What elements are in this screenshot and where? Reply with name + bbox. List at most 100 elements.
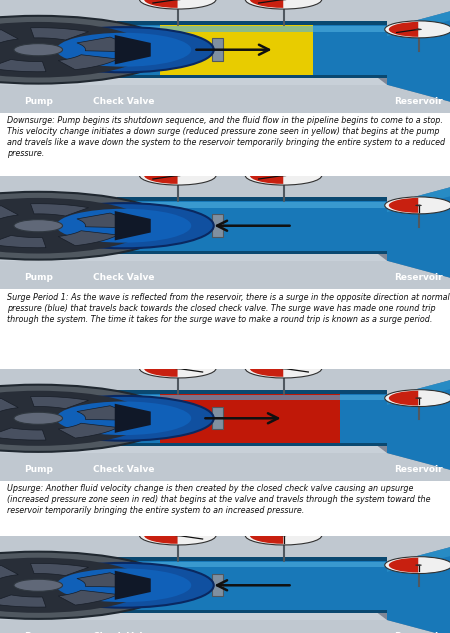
Polygon shape	[77, 37, 126, 52]
Circle shape	[0, 391, 149, 446]
Circle shape	[14, 44, 63, 56]
Polygon shape	[387, 187, 450, 212]
Polygon shape	[387, 187, 450, 278]
Circle shape	[56, 401, 191, 435]
Circle shape	[415, 28, 422, 30]
Polygon shape	[387, 380, 450, 470]
Wedge shape	[250, 527, 284, 544]
Text: Pump: Pump	[24, 97, 53, 106]
Text: Pump: Pump	[24, 465, 53, 474]
Circle shape	[14, 579, 63, 591]
Wedge shape	[178, 527, 211, 544]
FancyBboxPatch shape	[0, 564, 450, 620]
Polygon shape	[77, 213, 126, 228]
FancyBboxPatch shape	[117, 391, 387, 446]
Text: Upsurge: Another fluid velocity change is then created by the closed check valve: Upsurge: Another fluid velocity change i…	[7, 484, 430, 515]
Text: Check Valve: Check Valve	[93, 273, 154, 282]
Polygon shape	[0, 565, 18, 580]
Polygon shape	[58, 54, 118, 70]
Circle shape	[140, 166, 216, 185]
FancyBboxPatch shape	[25, 407, 36, 429]
Circle shape	[174, 368, 181, 370]
Circle shape	[245, 526, 322, 545]
Polygon shape	[58, 423, 118, 438]
FancyBboxPatch shape	[169, 407, 187, 429]
Text: Check Valve: Check Valve	[93, 97, 154, 106]
Circle shape	[245, 0, 322, 9]
Circle shape	[385, 390, 450, 406]
Circle shape	[0, 198, 149, 254]
FancyBboxPatch shape	[117, 557, 387, 613]
Circle shape	[34, 27, 214, 72]
FancyBboxPatch shape	[117, 395, 387, 400]
FancyBboxPatch shape	[117, 394, 387, 443]
FancyBboxPatch shape	[117, 22, 387, 78]
Circle shape	[140, 359, 216, 378]
Wedge shape	[178, 167, 211, 184]
Polygon shape	[0, 60, 46, 72]
Circle shape	[415, 398, 422, 399]
FancyBboxPatch shape	[212, 574, 223, 596]
Wedge shape	[284, 360, 317, 377]
Circle shape	[0, 385, 173, 452]
Wedge shape	[389, 198, 419, 213]
Text: Pump: Pump	[24, 273, 53, 282]
Circle shape	[56, 33, 191, 66]
Polygon shape	[77, 406, 126, 420]
Text: Check Valve: Check Valve	[93, 632, 154, 633]
Text: Pump: Pump	[24, 632, 53, 633]
Polygon shape	[0, 30, 18, 45]
Polygon shape	[31, 396, 89, 409]
Text: Reservoir: Reservoir	[394, 97, 443, 106]
Polygon shape	[115, 571, 151, 600]
Wedge shape	[178, 0, 211, 8]
Polygon shape	[0, 206, 18, 221]
Circle shape	[34, 396, 214, 441]
Polygon shape	[0, 235, 46, 248]
Circle shape	[245, 359, 322, 378]
Circle shape	[415, 204, 422, 206]
FancyBboxPatch shape	[65, 42, 119, 58]
FancyBboxPatch shape	[0, 176, 450, 289]
Polygon shape	[58, 590, 118, 605]
Wedge shape	[389, 558, 419, 572]
Text: Reservoir: Reservoir	[394, 465, 443, 474]
Circle shape	[14, 412, 63, 424]
FancyBboxPatch shape	[65, 577, 119, 593]
Wedge shape	[144, 167, 178, 184]
Text: Reservoir: Reservoir	[394, 273, 443, 282]
Polygon shape	[31, 563, 89, 575]
FancyBboxPatch shape	[25, 215, 36, 237]
Circle shape	[280, 175, 287, 177]
Circle shape	[0, 552, 173, 619]
Wedge shape	[250, 360, 284, 377]
Circle shape	[0, 16, 173, 84]
FancyBboxPatch shape	[117, 197, 387, 254]
FancyBboxPatch shape	[0, 369, 450, 481]
FancyBboxPatch shape	[65, 218, 119, 234]
Circle shape	[174, 534, 181, 536]
Text: Downsurge: Pump begins its shutdown sequence, and the fluid flow in the pipeline: Downsurge: Pump begins its shutdown sequ…	[7, 116, 445, 158]
Wedge shape	[418, 198, 448, 213]
FancyBboxPatch shape	[169, 574, 187, 596]
FancyBboxPatch shape	[117, 202, 387, 208]
Polygon shape	[77, 573, 126, 587]
Text: Reservoir: Reservoir	[394, 632, 443, 633]
Circle shape	[385, 197, 450, 214]
FancyBboxPatch shape	[212, 407, 223, 429]
Wedge shape	[284, 527, 317, 544]
Text: Surge Period 1: As the wave is reflected from the reservoir, there is a surge in: Surge Period 1: As the wave is reflected…	[7, 293, 450, 324]
Wedge shape	[250, 167, 284, 184]
FancyBboxPatch shape	[212, 39, 223, 61]
FancyBboxPatch shape	[160, 25, 313, 75]
Polygon shape	[342, 187, 450, 278]
FancyBboxPatch shape	[117, 561, 387, 610]
Text: Check Valve: Check Valve	[93, 465, 154, 474]
Wedge shape	[250, 0, 284, 8]
Wedge shape	[284, 0, 317, 8]
Polygon shape	[342, 11, 450, 102]
Polygon shape	[0, 399, 18, 413]
FancyBboxPatch shape	[117, 561, 387, 567]
Circle shape	[14, 220, 63, 232]
Circle shape	[245, 166, 322, 185]
